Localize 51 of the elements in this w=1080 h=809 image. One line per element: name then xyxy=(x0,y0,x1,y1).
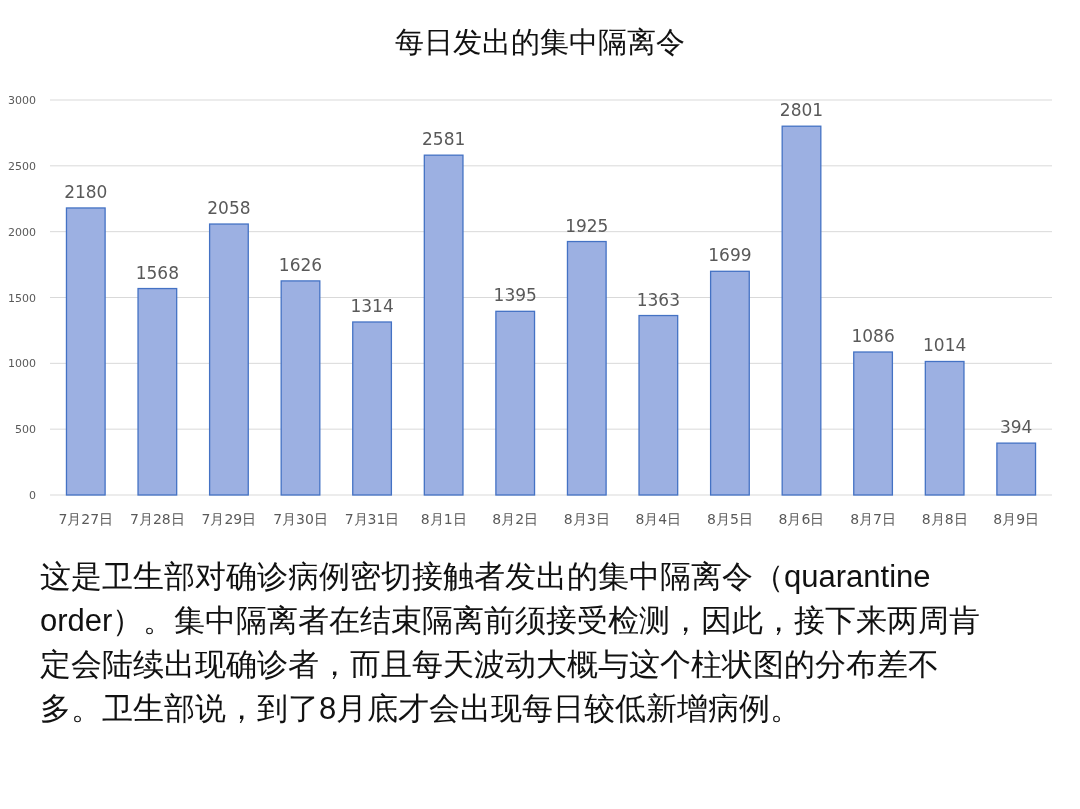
bar xyxy=(853,351,894,496)
x-tick-label: 7月31日 xyxy=(344,511,400,527)
text: 这是卫生部对确诊病例密切接触者发出的集中隔离令（quarantine order）。集中隔离者在结束隔离前须接受检测，因此，接下来两周肯定会陆续出现确诊者，而且每天波动大概与这个柱状图的分布差不多。卫生部说，到了8月底才会出现每日较低新增病例。 xyxy=(40,558,982,728)
bar xyxy=(495,310,536,496)
y-tick-label: 500 xyxy=(15,423,36,437)
x-tick-label: 8月1日 xyxy=(420,511,467,527)
data-label: 394 xyxy=(999,417,1033,438)
bar xyxy=(781,125,822,496)
bar xyxy=(280,280,321,496)
bar xyxy=(996,442,1037,496)
data-label: 1925 xyxy=(565,215,609,236)
x-tick-label: 8月7日 xyxy=(850,511,896,527)
data-label: 2058 xyxy=(207,198,251,219)
data-label: 1568 xyxy=(135,262,179,283)
data-label: 2801 xyxy=(779,100,824,121)
x-tick-label: 8月6日 xyxy=(778,511,825,527)
bar xyxy=(352,321,393,496)
x-tick-label: 8月8日 xyxy=(921,511,968,527)
y-tick-label: 2000 xyxy=(8,225,36,239)
y-tick-label: 0 xyxy=(29,489,36,502)
x-tick-label: 8月4日 xyxy=(635,511,682,527)
x-tick-label: 8月5日 xyxy=(707,511,753,527)
x-tick-label: 7月29日 xyxy=(201,511,257,527)
data-label: 1086 xyxy=(851,326,895,347)
data-label: 1014 xyxy=(923,335,967,356)
bar xyxy=(638,314,679,496)
bar xyxy=(65,207,106,496)
x-tick-label: 8月9日 xyxy=(993,511,1040,527)
data-label: 1395 xyxy=(493,285,537,306)
data-label: 1363 xyxy=(636,289,680,310)
data-label: 1626 xyxy=(278,254,323,275)
y-tick-label: 1500 xyxy=(8,291,36,305)
x-tick-label: 7月27日 xyxy=(58,511,114,527)
data-label: 1699 xyxy=(708,245,752,266)
chart-title: 每日发出的集中隔离令 xyxy=(395,25,685,59)
bar xyxy=(924,360,965,496)
bar xyxy=(566,240,607,496)
data-label: 2180 xyxy=(64,181,108,202)
x-tick-label: 7月30日 xyxy=(273,511,328,527)
y-tick-label: 3000 xyxy=(8,94,36,107)
x-tick-label: 8月2日 xyxy=(492,511,539,527)
bar xyxy=(208,223,249,496)
x-tick-label: 7月28日 xyxy=(129,511,185,527)
bar xyxy=(137,287,178,496)
x-tick-label: 8月3日 xyxy=(563,511,610,527)
y-tick-label: 1000 xyxy=(8,357,36,371)
data-label: 1314 xyxy=(350,295,394,316)
y-tick-label: 2500 xyxy=(8,159,36,173)
data-label: 2581 xyxy=(422,129,466,150)
bar xyxy=(709,270,750,496)
bar xyxy=(423,154,464,496)
